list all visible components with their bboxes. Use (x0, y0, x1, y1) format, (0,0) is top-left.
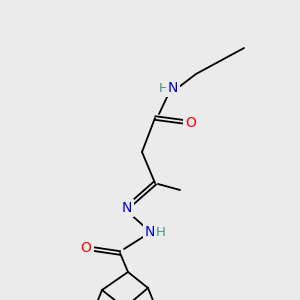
Text: H: H (156, 226, 166, 239)
Text: H: H (159, 82, 169, 95)
Text: O: O (186, 116, 196, 130)
Text: O: O (81, 241, 92, 255)
Text: N: N (145, 225, 155, 239)
Text: N: N (168, 81, 178, 95)
Text: N: N (122, 201, 132, 215)
